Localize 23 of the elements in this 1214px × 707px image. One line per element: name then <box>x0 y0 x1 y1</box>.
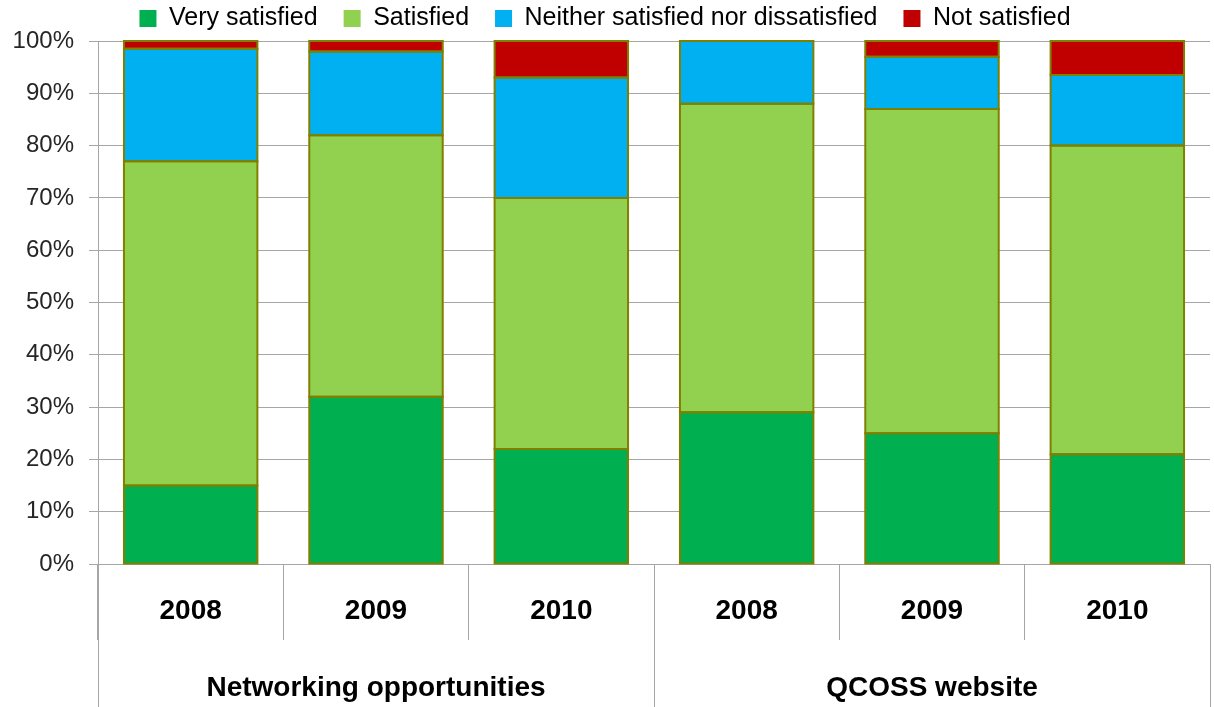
y-tick-label: 30% <box>25 391 74 419</box>
x-tick-label: 2009 <box>344 593 408 625</box>
y-tick-label: 100% <box>12 25 74 53</box>
y-tick-label: 70% <box>25 182 74 210</box>
y-tick-label: 90% <box>25 77 74 105</box>
y-tick-label: 10% <box>25 496 74 524</box>
text: Networking opportunities <box>206 670 546 702</box>
legend-label: Not satisfied <box>932 2 1071 31</box>
y-tick-label: 20% <box>25 444 74 472</box>
x-tick-label: 2008 <box>159 593 222 625</box>
text: QCOSS website <box>826 670 1038 702</box>
y-tick-label: 0% <box>39 548 74 576</box>
x-tick-label: 2010 <box>1086 593 1149 625</box>
legend-label: Satisfied <box>373 2 470 31</box>
legend-label: Very satisfied <box>168 2 318 31</box>
x-tick-label: 2009 <box>900 593 964 625</box>
legend-label: Neither satisfied nor dissatisfied <box>524 2 878 31</box>
y-tick-label: 40% <box>25 339 74 367</box>
y-tick-label: 80% <box>25 130 74 158</box>
y-tick-label: 60% <box>25 234 74 262</box>
x-tick-label: 2008 <box>715 593 778 625</box>
y-tick-label: 50% <box>25 287 74 315</box>
x-tick-label: 2010 <box>530 593 593 625</box>
